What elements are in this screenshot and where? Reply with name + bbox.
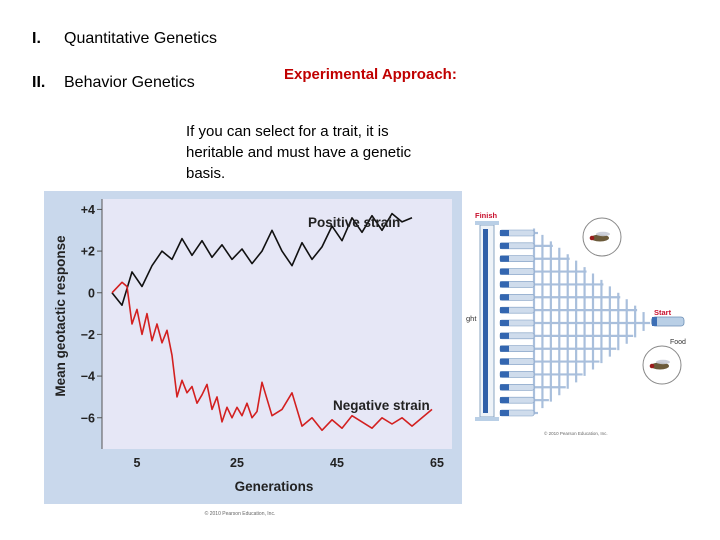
positive-strain-line [111, 212, 413, 306]
x-tick-label: 65 [430, 456, 444, 470]
exit-tube-marker [500, 358, 509, 365]
outline-item-2-text: Behavior Genetics [64, 74, 195, 91]
fly-magnifier-bottom [642, 345, 682, 385]
exit-tube-marker [500, 294, 509, 301]
exit-tube-marker [500, 242, 509, 249]
y-tick-label: +4 [81, 203, 95, 217]
maze-start-label: Start [654, 308, 672, 317]
y-ticks: +4 +2 0 −2 −4 −6 [81, 203, 102, 425]
maze-finish-label: Finish [475, 211, 498, 220]
experimental-approach-title: Experimental Approach: [284, 66, 457, 83]
y-tick-label: −6 [81, 411, 95, 425]
exit-tube-marker [500, 281, 509, 288]
geotaxis-chart: Mean geotactic response Generations +4 +2… [44, 191, 462, 518]
exit-tube-marker [500, 230, 509, 236]
start-vial [651, 316, 685, 327]
maze-exit-tubes [499, 229, 535, 417]
exit-tube-marker [500, 320, 509, 326]
exit-tube-marker [500, 345, 509, 352]
exit-tube-marker [500, 371, 509, 378]
outline-item-1-number: I. [32, 30, 41, 47]
vial-cap-bottom [475, 417, 499, 421]
maze-credit: © 2010 Pearson Education, Inc. [544, 430, 608, 436]
x-ticks: 5 25 45 65 [134, 456, 444, 470]
y-axis-label: Mean geotactic response [53, 235, 68, 397]
exit-tube-marker [500, 384, 509, 391]
maze-side-label: ght [466, 314, 477, 323]
vial-cap-top [475, 221, 499, 225]
exit-tube-marker [500, 410, 509, 416]
exit-tube-marker [500, 255, 509, 262]
x-tick-label: 25 [230, 456, 244, 470]
series-label-positive: Positive strain [308, 215, 400, 230]
maze-tube-grid [532, 228, 654, 415]
exit-tube-marker [500, 268, 509, 275]
geotaxis-maze-figure: Finish ght Start Food © 2010 Pearson Edu… [462, 205, 702, 445]
y-tick-label: +2 [81, 245, 95, 259]
fly-magnifier-top [582, 217, 622, 257]
y-tick-label: −2 [81, 328, 95, 342]
x-tick-label: 5 [134, 456, 141, 470]
maze-food-label: Food [670, 339, 686, 346]
experimental-approach-body: If you can select for a trait, it is her… [186, 123, 412, 182]
y-tick-label: 0 [88, 286, 95, 300]
chart-credit: © 2010 Pearson Education, Inc. [205, 510, 276, 517]
y-tick-label: −4 [81, 370, 95, 384]
exit-tube-marker [500, 332, 509, 339]
exit-tube-marker [500, 397, 509, 404]
series-label-negative: Negative strain [333, 398, 430, 413]
outline-item-2-number: II. [32, 74, 46, 91]
exit-tube-marker [500, 307, 509, 314]
geotaxis-chart-svg: Mean geotactic response Generations +4 +2… [44, 191, 462, 517]
x-tick-label: 45 [330, 456, 344, 470]
maze-svg: Finish ght Start Food © 2010 Pearson Edu… [466, 211, 686, 436]
collection-vial-column [475, 221, 499, 421]
outline-item-1-text: Quantitative Genetics [64, 30, 217, 47]
negative-strain-line [111, 281, 433, 432]
x-axis-label: Generations [235, 479, 314, 494]
series-layer [111, 212, 433, 432]
vial-fill [483, 229, 488, 413]
